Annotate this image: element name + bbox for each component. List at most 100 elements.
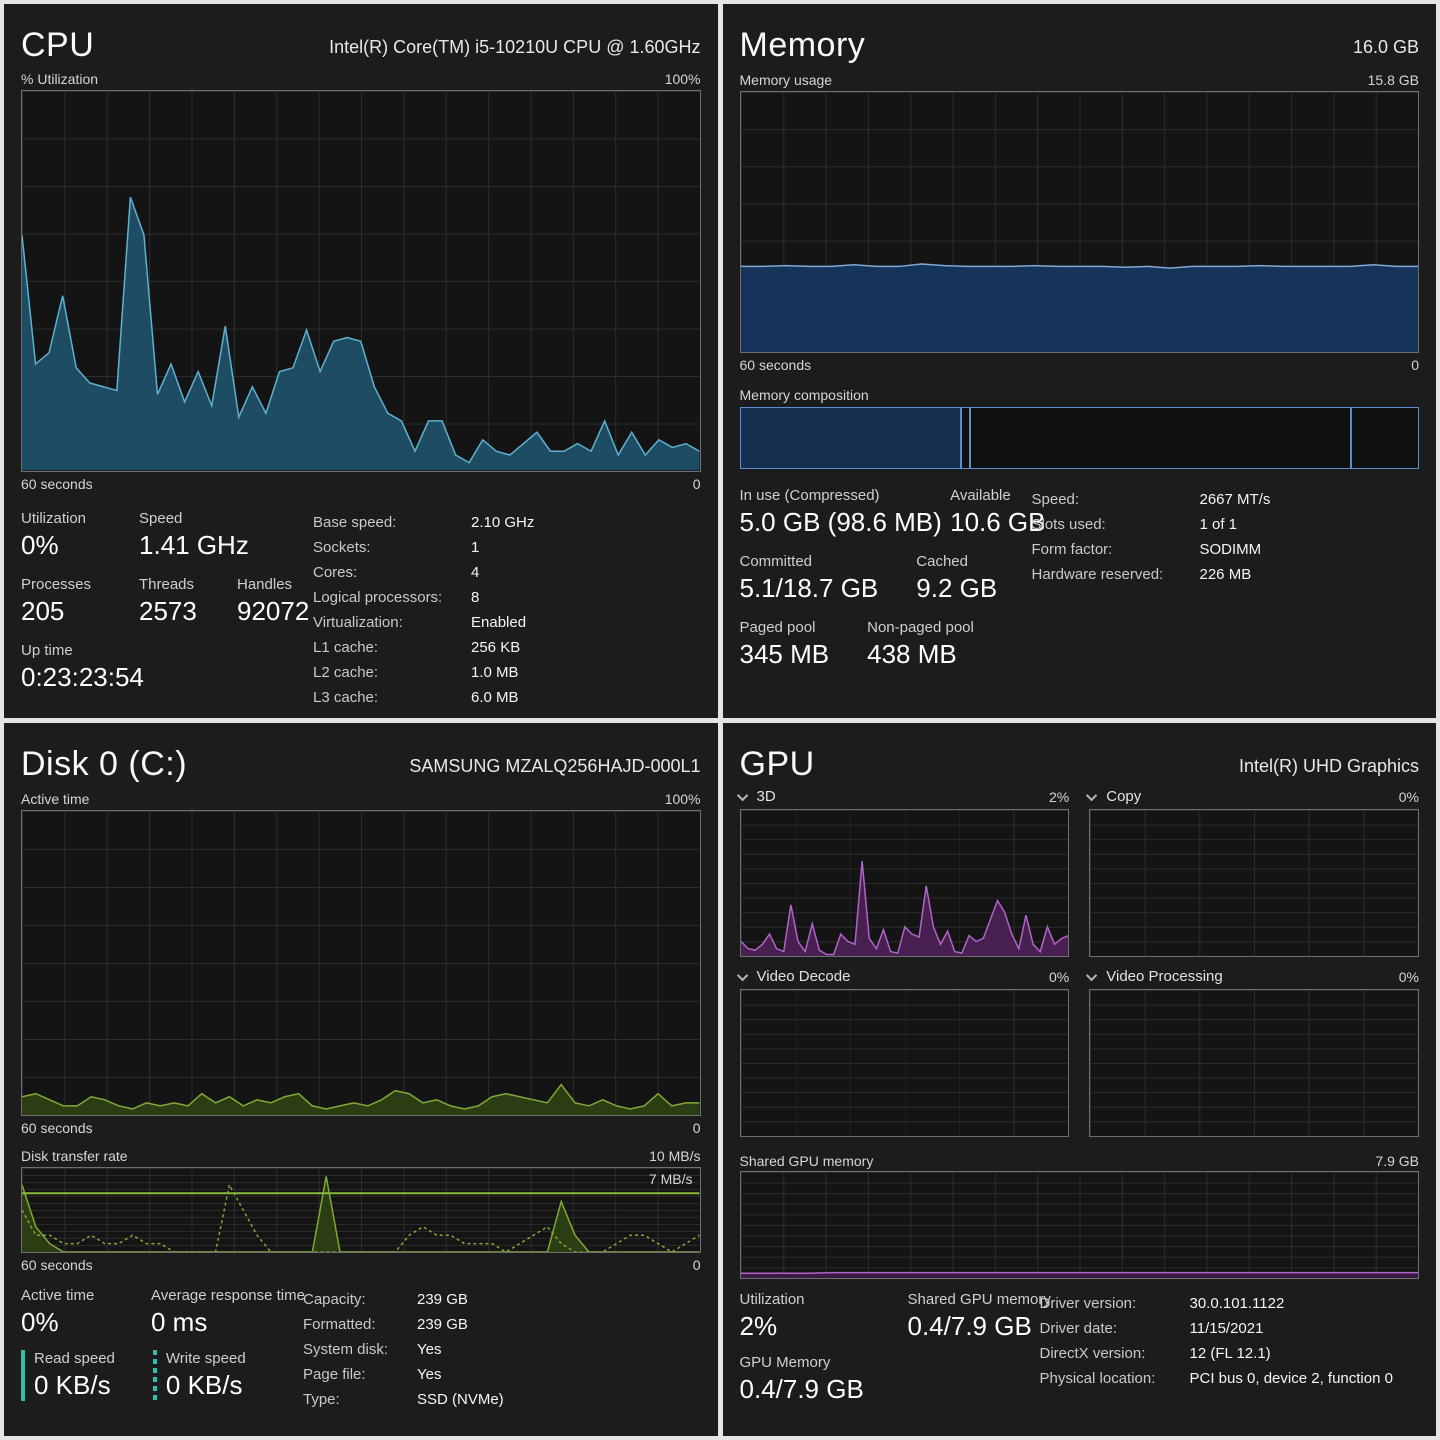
disk-response-stat: Average response time 0 ms	[151, 1286, 305, 1337]
cpu-speed-stat: Speed 1.41 GHz	[139, 509, 249, 560]
detail-row: L1 cache: 256 KB	[313, 638, 521, 656]
memory-usage-graph	[740, 92, 1418, 352]
cpu-stats-left: Utilization 0% Speed 1.41 GHz Processes …	[21, 510, 313, 710]
disk-transfer-chart[interactable]: 7 MB/s	[21, 1166, 701, 1253]
disk-transfer-peak-label: 7 MB/s	[648, 1170, 693, 1187]
memory-titlebar: Memory 16.0 GB	[740, 14, 1420, 62]
cpu-axis-bottom: 60 seconds 0	[21, 472, 701, 496]
gpu-shared-memory-chart[interactable]	[739, 1170, 1419, 1279]
gpu-copy-graph	[1090, 810, 1418, 956]
gpu-titlebar: GPU Intel(R) UHD Graphics	[740, 733, 1420, 781]
gpu-3d-percent: 2%	[1049, 788, 1070, 805]
gpu-copy-header[interactable]: Copy 0%	[1086, 785, 1419, 809]
detail-row: L3 cache: 6.0 MB	[313, 688, 519, 706]
gpu-3d-header[interactable]: 3D 2%	[736, 785, 1070, 809]
gpu-video-decode-chart[interactable]	[739, 988, 1070, 1137]
gpu-title: GPU	[739, 744, 815, 783]
memory-inuse-stat: In use (Compressed) 5.0 GB (98.6 MB)	[739, 487, 942, 537]
gpu-engine-copy: Copy 0%	[1086, 785, 1419, 957]
chevron-down-icon[interactable]	[1086, 789, 1098, 801]
gpu-video-processing-percent: 0%	[1398, 968, 1419, 985]
gpu-video-decode-percent: 0%	[1049, 968, 1070, 985]
detail-row: Driver date: 11/15/2021	[1039, 1319, 1264, 1337]
chevron-down-icon[interactable]	[1086, 969, 1098, 981]
gpu-copy-percent: 0%	[1398, 788, 1419, 805]
cpu-title: CPU	[21, 25, 95, 64]
cpu-utilization-chart[interactable]	[21, 90, 701, 472]
cpu-utilization-graph	[22, 91, 700, 471]
memory-stats-left: In use (Compressed) 5.0 GB (98.6 MB) Ava…	[739, 487, 1046, 710]
memory-panel: Memory 16.0 GB Memory usage 15.8 GB 60 s…	[722, 4, 1436, 718]
disk-title: Disk 0 (C:)	[21, 744, 188, 783]
gpu-video-processing-chart[interactable]	[1089, 988, 1419, 1137]
disk-transfer-label: Disk transfer rate	[21, 1147, 128, 1164]
gpu-video-decode-header[interactable]: Video Decode 0%	[736, 965, 1070, 989]
cpu-axis-label: % Utilization	[21, 71, 99, 88]
gpu-device-name: Intel(R) UHD Graphics	[1238, 755, 1419, 776]
memory-composition-bar[interactable]	[739, 407, 1419, 469]
gpu-video-decode-label: Video Decode	[756, 968, 851, 985]
gpu-3d-chart[interactable]	[739, 808, 1070, 957]
cpu-axis-top: % Utilization 100%	[21, 66, 701, 88]
disk-device-name: SAMSUNG MZALQ256HAJD-000L1	[409, 755, 701, 776]
memory-paged-stat: Paged pool 345 MB	[739, 619, 830, 669]
detail-row: Logical processors: 8	[313, 588, 480, 606]
detail-row: Cores: 4	[313, 563, 480, 581]
cpu-threads-stat: Threads 2573	[139, 575, 197, 626]
disk-stats-left: Active time 0% Average response time 0 m…	[21, 1286, 305, 1429]
memory-title: Memory	[739, 26, 866, 64]
disk-transfer-time-zero: 0	[692, 1256, 701, 1273]
write-speed-legend-icon	[152, 1349, 157, 1401]
disk-active-chart[interactable]	[21, 809, 701, 1116]
cpu-titlebar: CPU Intel(R) Core(TM) i5-10210U CPU @ 1.…	[21, 14, 701, 62]
memory-axis-max: 15.8 GB	[1367, 72, 1419, 88]
cpu-handles-stat: Handles 92072	[237, 575, 310, 626]
detail-row: Driver version: 30.0.101.1122	[1039, 1294, 1285, 1312]
disk-active-graph	[22, 811, 700, 1115]
detail-row: Physical location: PCI bus 0, device 2, f…	[1039, 1369, 1393, 1387]
disk-transfer-max: 10 MB/s	[649, 1147, 701, 1164]
detail-row: L2 cache: 1.0 MB	[313, 663, 519, 681]
gpu-shared-memory-stat: Shared GPU memory 0.4/7.9 GB	[907, 1290, 1051, 1341]
disk-transfer-axis-top: Disk transfer rate 10 MB/s	[21, 1142, 701, 1164]
memory-total: 16.0 GB	[1352, 37, 1419, 57]
gpu-stats: Utilization 2% Shared GPU memory 0.4/7.9…	[740, 1291, 1420, 1429]
detail-row: Speed: 2667 MT/s	[1031, 491, 1271, 508]
memory-details-list: Speed: 2667 MT/s Slots used: 1 of 1 Form fac…	[1032, 487, 1271, 710]
gpu-stats-left: Utilization 2% Shared GPU memory 0.4/7.9…	[739, 1290, 1051, 1429]
disk-active-label: Active time	[21, 790, 90, 807]
gpu-video-processing-header[interactable]: Video Processing 0%	[1086, 965, 1419, 989]
chevron-down-icon[interactable]	[736, 789, 748, 801]
detail-row: Form factor: SODIMM	[1031, 541, 1262, 558]
memory-composition-label: Memory composition	[739, 387, 869, 403]
gpu-3d-graph	[740, 810, 1069, 956]
gpu-shared-memory-graph	[740, 1172, 1418, 1278]
memory-axis-label: Memory usage	[739, 72, 833, 88]
disk-time-zero: 0	[692, 1119, 701, 1136]
memory-committed-stat: Committed 5.1/18.7 GB	[739, 553, 879, 603]
detail-row: System disk: Yes	[303, 1340, 442, 1358]
gpu-engine-video-decode: Video Decode 0%	[736, 965, 1070, 1137]
disk-read-speed-stat: Read speed 0 KB/s	[21, 1349, 115, 1401]
cpu-uptime-stat: Up time 0:23:23:54	[21, 641, 144, 692]
cpu-details-list: Base speed: 2.10 GHz Sockets: 1 Cores: 4 Logic…	[313, 510, 534, 710]
disk-titlebar: Disk 0 (C:) SAMSUNG MZALQ256HAJD-000L1	[21, 733, 701, 781]
gpu-details-list: Driver version: 30.0.101.1122 Driver date:…	[1040, 1291, 1393, 1429]
cpu-processes-stat: Processes 205	[21, 575, 92, 626]
gpu-copy-chart[interactable]	[1089, 808, 1419, 957]
detail-row: Slots used: 1 of 1	[1031, 516, 1238, 533]
gpu-engine-video-processing: Video Processing 0%	[1086, 965, 1419, 1137]
disk-stats: Active time 0% Average response time 0 m…	[21, 1287, 701, 1429]
gpu-video-processing-graph	[1090, 990, 1418, 1136]
gpu-engine-3d: 3D 2%	[736, 785, 1070, 957]
detail-row: Formatted: 239 GB	[303, 1315, 468, 1333]
memory-modified-divider	[969, 408, 972, 468]
memory-usage-chart[interactable]	[739, 91, 1419, 353]
disk-time-span: 60 seconds	[21, 1119, 93, 1136]
memory-time-zero: 0	[1411, 357, 1419, 373]
chevron-down-icon[interactable]	[736, 969, 748, 981]
gpu-memory-stat: GPU Memory 0.4/7.9 GB	[739, 1353, 864, 1404]
memory-cached-stat: Cached 9.2 GB	[916, 553, 998, 603]
disk-axis-top: Active time 100%	[21, 785, 701, 807]
